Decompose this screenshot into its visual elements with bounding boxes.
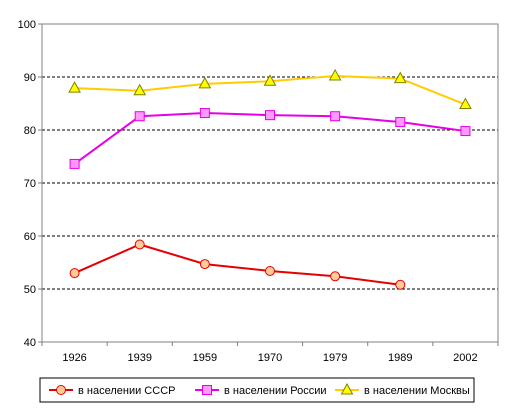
y-tick-label: 60 bbox=[24, 231, 36, 243]
data-point-triangle bbox=[340, 382, 354, 395]
x-tick-label: 2002 bbox=[453, 352, 477, 364]
data-point-square bbox=[395, 117, 406, 128]
x-axis: 1926 1939 1959 1970 1979 1989 2002 bbox=[41, 342, 499, 364]
y-tick-label: 50 bbox=[24, 284, 36, 296]
data-point-circle bbox=[330, 271, 341, 282]
x-tick-label: 1959 bbox=[193, 352, 217, 364]
data-point-triangle bbox=[198, 76, 212, 89]
data-point-triangle bbox=[133, 83, 147, 96]
y-tick-label: 100 bbox=[18, 19, 36, 31]
legend-label: в населении СССР bbox=[78, 385, 175, 397]
series-3 bbox=[68, 68, 472, 110]
series-group bbox=[68, 68, 472, 290]
x-tick-label: 1989 bbox=[388, 352, 412, 364]
series-2 bbox=[69, 108, 471, 169]
data-point-square bbox=[265, 110, 275, 121]
y-tick-label: 70 bbox=[24, 178, 36, 190]
x-tick-label: 1939 bbox=[127, 352, 151, 364]
legend-item: в населении Москвы bbox=[335, 382, 470, 397]
legend-label: в населении России bbox=[224, 385, 327, 397]
data-point-square bbox=[330, 111, 341, 122]
x-tick-label: 1926 bbox=[62, 352, 86, 364]
y-tick-label: 40 bbox=[24, 337, 36, 349]
data-point-triangle bbox=[393, 71, 407, 84]
x-tick-label: 1970 bbox=[258, 352, 282, 364]
data-point-circle bbox=[395, 279, 406, 290]
y-axis: 40 50 60 70 80 90 100 bbox=[18, 19, 42, 349]
data-point-circle bbox=[56, 385, 66, 395]
data-point-circle bbox=[69, 268, 80, 279]
data-point-square bbox=[134, 111, 145, 122]
data-point-square bbox=[199, 108, 210, 119]
data-point-square bbox=[202, 385, 212, 395]
series-line bbox=[74, 243, 401, 286]
legend-item: в населении СССР bbox=[49, 385, 175, 397]
legend: в населении СССР в населении России в насе… bbox=[39, 377, 475, 403]
legend-box bbox=[39, 377, 475, 403]
data-point-triangle bbox=[459, 97, 472, 110]
legend-label: в населении Москвы bbox=[364, 385, 470, 397]
data-point-triangle bbox=[68, 81, 81, 93]
legend-item: в населении России bbox=[195, 385, 327, 397]
data-point-triangle bbox=[263, 74, 277, 86]
data-point-circle bbox=[265, 265, 275, 276]
series-line bbox=[73, 112, 466, 165]
data-point-circle bbox=[199, 259, 210, 270]
y-tick-label: 80 bbox=[24, 125, 36, 137]
x-tick-label: 1979 bbox=[323, 352, 347, 364]
y-tick-label: 90 bbox=[24, 72, 36, 84]
series-1 bbox=[69, 239, 406, 290]
data-point-square bbox=[69, 158, 80, 169]
data-point-triangle bbox=[328, 68, 342, 81]
data-point-circle bbox=[134, 239, 145, 250]
data-point-square bbox=[460, 126, 471, 137]
